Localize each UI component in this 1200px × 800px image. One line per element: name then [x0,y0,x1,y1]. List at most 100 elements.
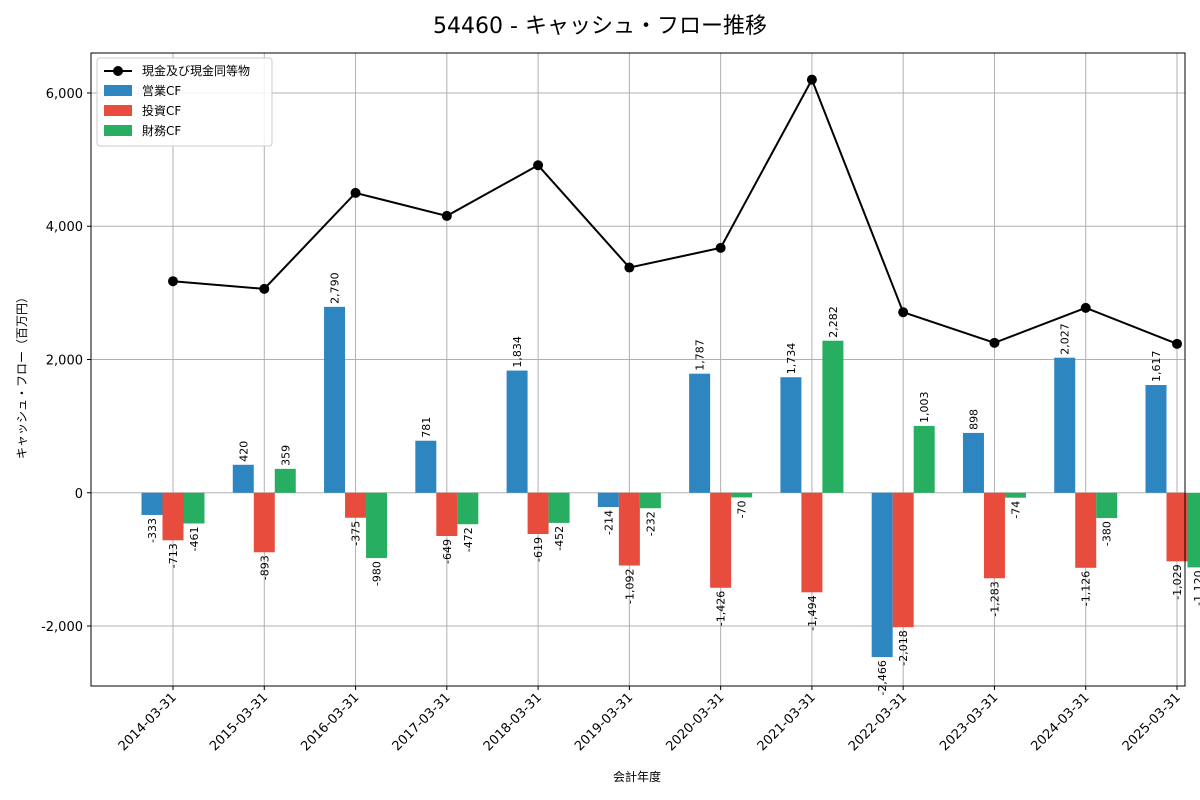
data-label: -74 [1009,501,1022,519]
cash-equivalents-point [989,337,1000,348]
bar-financing [548,492,570,523]
data-label: -649 [441,539,454,564]
line-layer [168,74,1182,349]
data-label: -619 [532,537,545,562]
bar-investing [1166,492,1188,562]
data-label: -472 [462,527,475,552]
bar-financing [274,468,296,493]
data-label: -1,283 [988,581,1001,616]
data-label: -893 [258,555,271,580]
data-label: 2,790 [329,272,342,304]
legend-swatch [104,105,132,116]
data-label: -2,018 [897,630,910,665]
data-label: 2,027 [1059,323,1072,355]
cash-equivalents-point [1172,338,1182,349]
bar-layer [141,306,1200,658]
data-label: -461 [188,526,201,551]
cash-equivalents-point [259,283,270,294]
data-label: -1,092 [623,569,636,604]
data-label: -214 [602,510,615,535]
legend-label: 財務CF [142,123,181,138]
data-label: -980 [371,561,384,586]
y-tick-label: 2,000 [46,354,83,369]
data-label: 1,617 [1150,351,1163,383]
bar-financing [1096,492,1118,519]
data-label: 898 [967,409,980,430]
legend-label: 現金及び現金同等物 [142,63,250,78]
data-label: -1,126 [1080,571,1093,606]
bar-operating [780,377,802,493]
data-label: -452 [553,526,566,551]
bar-financing [366,492,388,559]
value-label-layer: -333 420 2,790 781 1,834 -214 1,787 1,734 -2,466… [146,272,1200,695]
y-tick-label: 6,000 [46,87,83,102]
bar-operating [689,373,711,493]
bar-financing [639,492,661,509]
bar-operating [962,432,984,493]
data-label: 2,282 [827,306,840,338]
data-label: -232 [644,511,657,536]
legend-box [96,57,273,147]
data-label: 781 [420,417,433,438]
bar-financing [731,492,753,498]
y-tick-label: 4,000 [46,220,83,235]
cash-equivalents-line [172,77,1178,345]
legend-swatch [104,85,132,96]
data-label: 1,787 [694,339,707,371]
cash-equivalents-point [806,74,817,85]
bar-investing [436,492,458,537]
y-tick-label: 0 [75,487,83,502]
bar-investing [1075,492,1097,568]
cash-equivalents-point [898,307,909,318]
cash-equivalents-point [168,276,178,287]
bar-investing [162,492,184,541]
data-label: -713 [167,543,180,568]
data-label: -1,120 [1192,570,1200,605]
data-label: 1,834 [511,336,524,368]
data-label: 1,734 [785,343,798,375]
cash-equivalents-point [624,262,635,273]
data-label: -380 [1101,521,1114,546]
bar-investing [892,492,914,628]
data-label: 359 [279,445,292,466]
data-label: -70 [736,500,749,518]
legend-label: 営業CF [142,84,181,98]
bar-investing [345,492,367,518]
bar-financing [457,492,479,525]
bar-financing [183,492,205,524]
bar-financing [913,425,935,493]
legend-swatch-marker [113,66,123,76]
legend-swatch [104,125,132,136]
y-axis-label: キャッシュ・フロー（百万円） [15,291,29,459]
data-label: -1,426 [715,591,728,626]
bar-investing [618,492,640,566]
bar-operating [871,492,893,658]
bar-operating [324,306,346,493]
data-label: -1,029 [1171,564,1184,599]
data-label: -1,494 [806,595,819,630]
bar-financing [822,340,844,493]
bar-operating [232,464,254,493]
data-label: -333 [146,518,159,543]
y-tick-label: -2,000 [41,620,83,635]
cash-equivalents-point [533,160,544,171]
bar-investing [710,492,732,588]
cash-equivalents-point [1080,302,1091,313]
data-label: -375 [350,521,363,546]
legend-label: 投資CF [142,103,181,118]
bar-financing [1004,492,1026,498]
data-label: 420 [237,441,250,462]
cash-equivalents-point [715,242,726,253]
cash-equivalents-point [350,187,361,198]
bar-operating [597,492,619,508]
bar-operating [1054,357,1076,493]
bar-investing [527,492,549,535]
bar-operating [415,440,437,493]
data-label: 1,003 [918,391,931,423]
bar-investing [983,492,1005,579]
plot-frame [90,52,1186,687]
bar-operating [141,492,163,515]
